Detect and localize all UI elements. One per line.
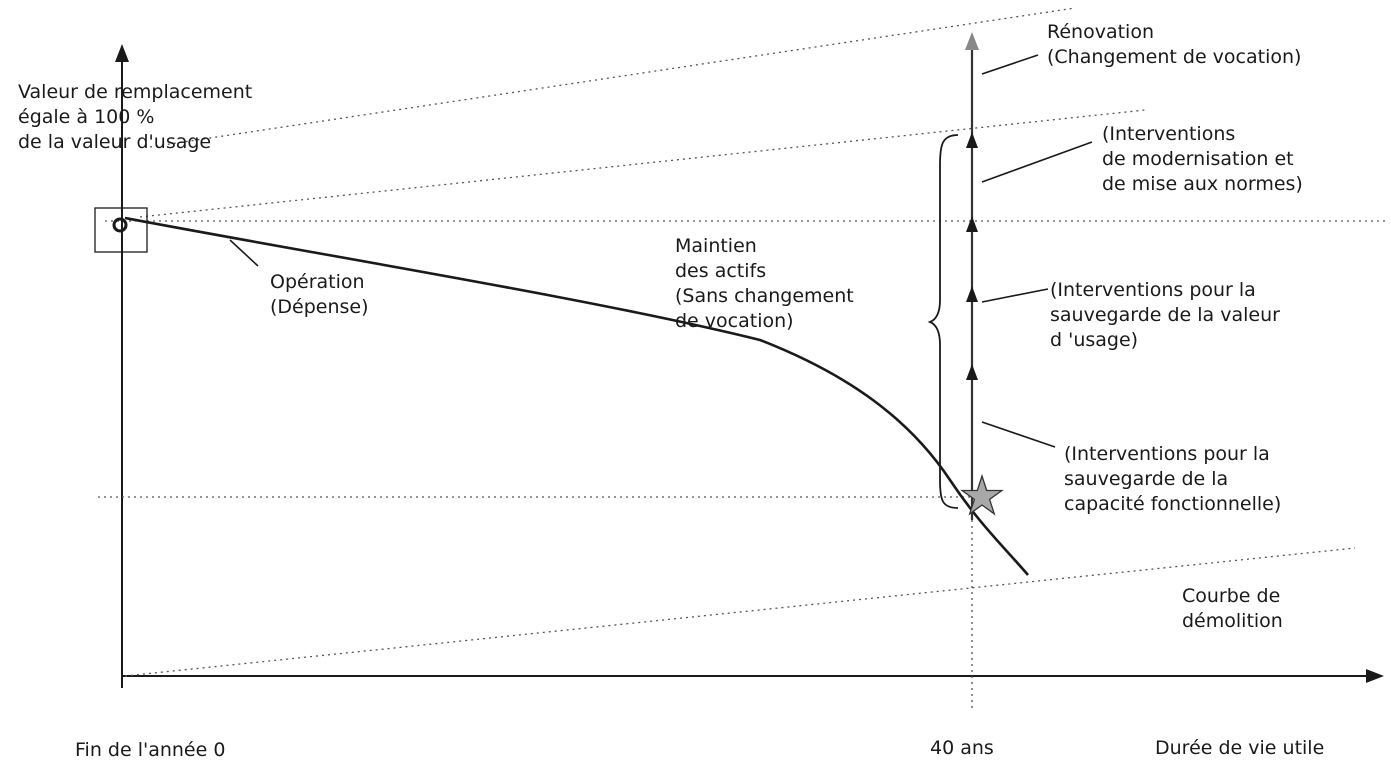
x-40-ans-label: 40 ans <box>930 737 994 759</box>
start-marker-box <box>94 207 148 253</box>
sauvegarde-capacite-label: (Interventions pour la sauvegarde de la … <box>1064 443 1282 515</box>
arrowhead-3 <box>966 286 978 302</box>
leader-modernisation <box>981 141 1093 183</box>
leader-renovation <box>981 54 1039 75</box>
y-axis-arrowhead <box>115 44 129 62</box>
demolition-label: Courbe de démolition <box>1182 585 1283 632</box>
modernisation-dotted-line <box>139 109 1146 218</box>
arrowhead-2 <box>966 216 978 232</box>
operation-label: Opération (Dépense) <box>270 271 369 318</box>
y-axis-label: Valeur de remplacement égale à 100 % de … <box>18 81 253 153</box>
renovation-label: Rénovation (Changement de vocation) <box>1047 21 1302 68</box>
x-axis-arrowhead <box>1366 669 1384 683</box>
operation-curve <box>124 216 1029 576</box>
demolition-dotted-line <box>124 547 1356 677</box>
arrowhead-4 <box>966 364 978 380</box>
curly-brace <box>927 134 959 509</box>
leader-operation <box>229 239 259 267</box>
leader-sauvegarde-valeur <box>981 288 1049 303</box>
start-marker-circle <box>112 217 128 233</box>
arrowhead-1 <box>966 132 978 148</box>
leader-sauvegarde-capacite <box>981 421 1056 448</box>
maintien-label: Maintien des actifs (Sans changement de … <box>675 235 854 332</box>
renovation-dotted-line <box>149 7 1076 148</box>
x-axis-label: Durée de vie utile <box>1155 737 1325 759</box>
modernisation-label: (Interventions de modernisation et de mi… <box>1102 123 1303 195</box>
arrowhead-renovation <box>965 32 979 50</box>
sauvegarde-valeur-label: (Interventions pour la sauvegarde de la … <box>1050 279 1280 351</box>
end-star-icon <box>960 473 1004 516</box>
x-origin-label: Fin de l'année 0 <box>75 739 226 761</box>
